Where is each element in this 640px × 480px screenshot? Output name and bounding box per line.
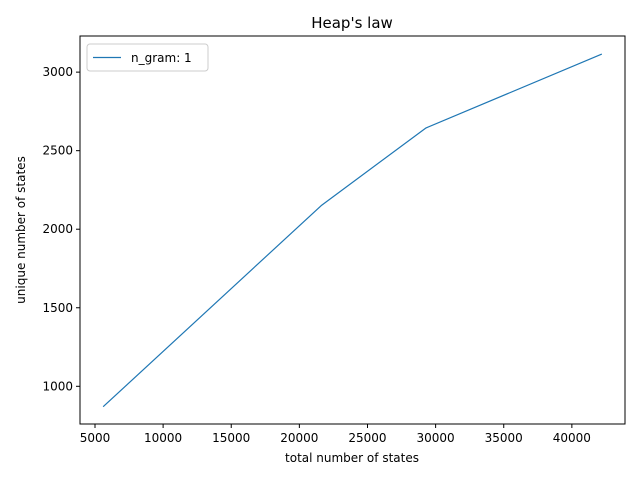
y-axis-ticks: 1000 1500 2000 2500 3000 [42, 65, 80, 393]
legend-box [86, 43, 209, 72]
axes-frame [79, 35, 626, 425]
y-tick-label: 3000 [42, 65, 73, 79]
x-tick-label: 30000 [417, 431, 455, 445]
legend-label: n_gram: 1 [131, 51, 192, 65]
y-tick-label: 1500 [42, 301, 73, 315]
series-layer [102, 53, 603, 408]
y-tick-label: 1000 [42, 379, 73, 393]
y-axis-label: unique number of states [14, 156, 28, 304]
y-tick-label: 2500 [42, 144, 73, 158]
x-tick-label: 35000 [485, 431, 523, 445]
x-tick-label: 25000 [348, 431, 386, 445]
legend: n_gram: 1 [86, 43, 209, 72]
series-line-0 [102, 53, 603, 408]
x-tick-label: 40000 [553, 431, 591, 445]
y-tick-label: 2000 [42, 222, 73, 236]
x-tick-label: 20000 [280, 431, 318, 445]
chart-title: Heap's law [311, 14, 393, 32]
x-tick-label: 5000 [80, 431, 111, 445]
x-tick-label: 10000 [144, 431, 182, 445]
x-tick-label: 15000 [212, 431, 250, 445]
x-axis-label: total number of states [285, 451, 419, 465]
x-axis-ticks: 5000 10000 15000 20000 25000 30000 35000 40000 [80, 424, 591, 445]
